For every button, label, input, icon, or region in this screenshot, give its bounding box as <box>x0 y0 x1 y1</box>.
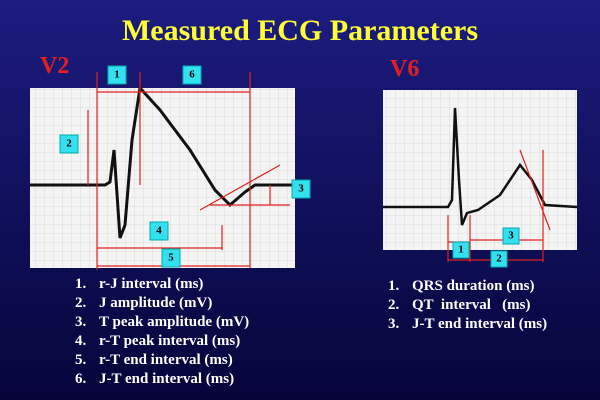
parameter-lists: 1. r-J interval (ms) 2. J amplitude (mV) 3. T… <box>75 276 547 387</box>
item-text: J-T end interval (ms) <box>412 316 547 332</box>
marker: 6 <box>189 69 195 81</box>
marker: 4 <box>156 225 162 237</box>
item-number: 2. <box>75 295 87 311</box>
lead-label: V2 <box>40 53 69 79</box>
ecg-v6 <box>383 90 578 262</box>
marker: 5 <box>168 252 174 264</box>
lead-label: V6 <box>390 56 419 82</box>
item-number: 3. <box>75 314 87 330</box>
item-number: 3. <box>388 316 400 332</box>
item-number: 2. <box>388 297 400 313</box>
item-number: 1. <box>75 276 87 292</box>
ecg-v2 <box>30 72 295 270</box>
item-text: J amplitude (mV) <box>99 295 212 311</box>
item-number: 5. <box>75 352 87 368</box>
item-text: T peak amplitude (mV) <box>99 314 249 330</box>
markers: 1 6 2 3 4 5 1 3 2 <box>59 65 520 268</box>
item-number: 1. <box>388 278 400 294</box>
title: Measured ECG Parameters <box>122 14 478 47</box>
item-text: QT interval (ms) <box>412 297 530 313</box>
item-text: r-J interval (ms) <box>99 276 203 292</box>
item-text: J-T end interval (ms) <box>99 371 234 387</box>
marker: 1 <box>458 244 464 256</box>
item-text: QRS duration (ms) <box>412 278 535 294</box>
marker: 3 <box>298 183 304 195</box>
item-number: 6. <box>75 371 87 387</box>
item-number: 4. <box>75 333 87 349</box>
marker: 3 <box>508 230 514 242</box>
item-text: r-T peak interval (ms) <box>99 333 240 349</box>
item-text: r-T end interval (ms) <box>99 352 233 368</box>
marker: 2 <box>66 138 72 150</box>
marker: 2 <box>496 253 502 265</box>
marker: 1 <box>114 69 120 81</box>
